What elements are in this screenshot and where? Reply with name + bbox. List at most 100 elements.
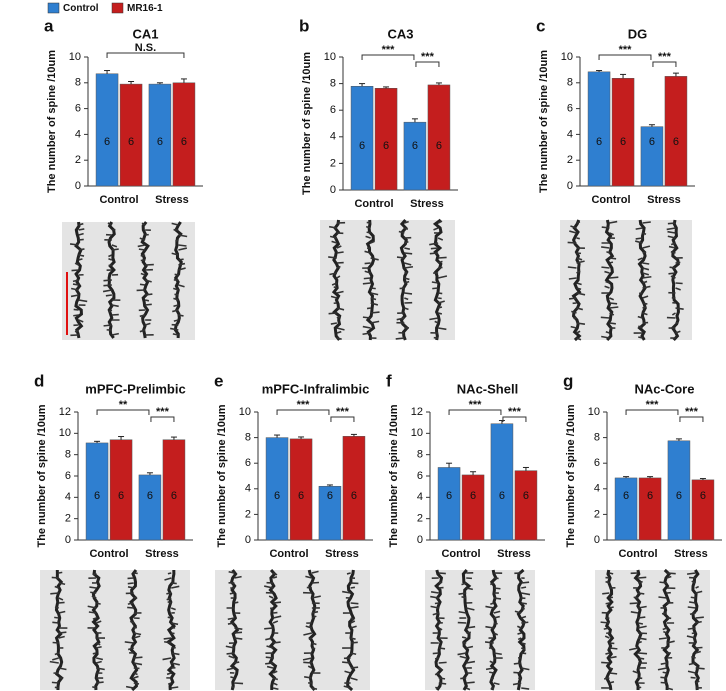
spine	[521, 581, 530, 584]
x-tick-label: Control	[99, 194, 138, 206]
spine	[637, 640, 642, 644]
chart-title: CA3	[387, 26, 413, 41]
spine	[171, 686, 179, 689]
spine	[127, 582, 134, 585]
spine	[642, 285, 651, 289]
spine	[432, 612, 439, 616]
spine	[404, 262, 412, 266]
spine	[576, 330, 581, 334]
spine	[431, 281, 439, 284]
y-tick-label: 0	[567, 180, 573, 192]
spine	[437, 306, 443, 309]
spine	[167, 601, 172, 604]
spine	[605, 580, 610, 584]
spine	[466, 660, 476, 664]
spine	[170, 327, 179, 331]
spine	[490, 687, 495, 690]
spine	[226, 652, 235, 655]
spine	[308, 637, 313, 640]
spine	[695, 650, 702, 654]
spine	[350, 666, 359, 669]
n-label: 6	[596, 136, 602, 148]
significance-label: N.S.	[135, 42, 156, 54]
spine	[485, 667, 494, 671]
spine	[642, 221, 651, 224]
spine	[78, 228, 85, 231]
spine	[51, 681, 59, 684]
n-label: 6	[436, 140, 442, 152]
spine	[600, 621, 610, 624]
spine	[600, 316, 610, 319]
spine	[370, 257, 379, 261]
spine	[71, 287, 79, 291]
spine	[466, 631, 471, 634]
spine	[311, 615, 317, 619]
spine	[675, 307, 684, 311]
spine	[520, 647, 526, 651]
n-label: 6	[128, 136, 134, 148]
spine	[105, 294, 112, 297]
spine	[311, 647, 316, 650]
spine	[362, 282, 371, 285]
legend-label: Control	[63, 3, 99, 14]
spine	[576, 337, 582, 341]
chart-title: NAc-Core	[635, 381, 695, 396]
significance-label: ***	[646, 399, 660, 411]
spine	[438, 677, 446, 680]
y-tick-label: 8	[594, 432, 600, 444]
spine	[675, 330, 681, 334]
spine	[466, 645, 474, 649]
spine	[438, 627, 443, 631]
spine	[229, 592, 235, 595]
spine	[164, 640, 172, 644]
spine	[434, 602, 439, 605]
spine	[513, 671, 522, 674]
spine	[637, 315, 643, 319]
spine	[404, 292, 413, 295]
spine	[264, 585, 274, 589]
spine	[173, 319, 179, 322]
spine	[609, 672, 618, 675]
dendrite	[461, 569, 472, 691]
spine	[370, 287, 376, 290]
spine	[72, 283, 79, 286]
spine	[576, 237, 580, 240]
spine	[78, 319, 84, 323]
bar	[664, 76, 688, 187]
panel-letter: a	[44, 16, 54, 35]
spine	[605, 652, 610, 655]
n-label: 6	[94, 490, 100, 502]
y-axis-label: The number of spine /10um	[46, 50, 58, 193]
bar	[265, 437, 289, 541]
spine	[601, 661, 610, 664]
spine	[570, 225, 577, 229]
spine	[404, 280, 410, 284]
spine	[140, 254, 146, 257]
spine	[437, 312, 443, 315]
spine	[404, 265, 414, 269]
bar	[611, 78, 635, 187]
y-axis-label: The number of spine /10um	[301, 52, 313, 195]
spine	[601, 335, 610, 339]
spine	[437, 260, 443, 264]
spine	[58, 597, 64, 601]
spine	[438, 327, 447, 331]
spine	[96, 657, 104, 661]
spine	[490, 677, 495, 681]
spine	[404, 227, 409, 231]
spine	[52, 657, 59, 661]
spine	[570, 325, 577, 329]
spine	[398, 230, 405, 234]
spine	[370, 311, 380, 314]
spine	[145, 293, 153, 296]
spine	[178, 234, 188, 238]
spine	[438, 581, 443, 584]
spine	[609, 680, 615, 684]
spine	[178, 267, 186, 271]
spine	[686, 635, 696, 639]
dendrite	[489, 569, 498, 691]
spine	[432, 287, 439, 290]
y-tick-label: 0	[245, 534, 251, 546]
x-tick-label: Stress	[674, 548, 708, 560]
